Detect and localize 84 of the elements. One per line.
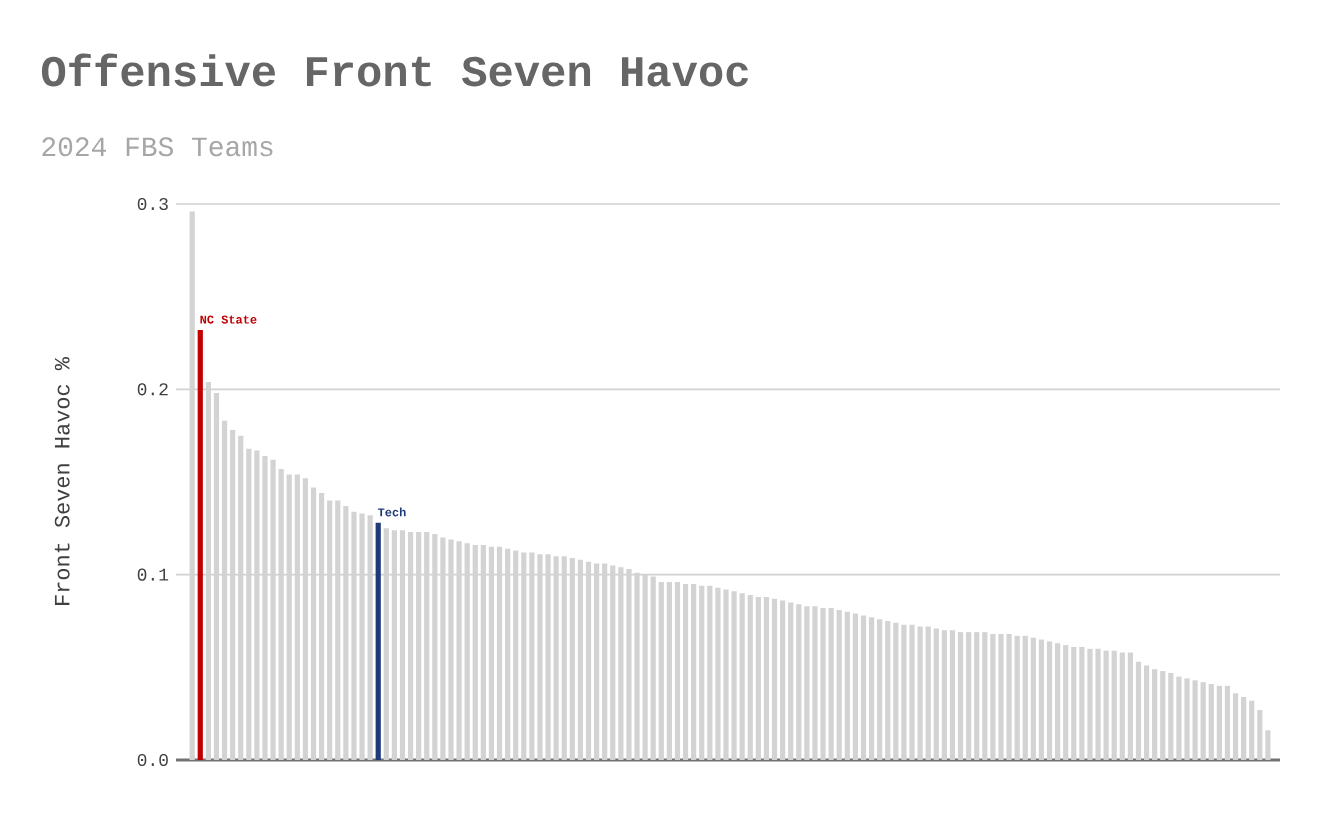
y-tick-label: 0.2 [137,383,168,396]
bar [1022,635,1028,760]
bar [755,596,761,760]
bar [974,632,980,760]
y-axis-title: Front Seven Havoc % [54,357,70,605]
bar [804,606,810,760]
bar [933,628,939,760]
bar [780,600,786,760]
bar [763,596,770,760]
bar [674,582,681,760]
bar [1249,700,1255,760]
bar [682,583,689,760]
bar [1014,635,1020,760]
bar [1208,684,1214,760]
bar [949,630,956,760]
bar [1184,678,1190,760]
bar [812,606,818,760]
bar [877,619,883,760]
bar [375,522,381,760]
bar [893,622,899,760]
bar [1152,669,1158,760]
bar [1127,652,1133,760]
bar [917,626,923,760]
bar [788,602,794,760]
bar [1063,645,1069,760]
y-tick-label: 0.1 [137,568,169,581]
y-tick-label: 0.3 [137,197,168,211]
bar [1087,648,1093,760]
bar [941,630,947,760]
bar [1232,693,1239,760]
bar [1224,685,1231,760]
bar [1071,646,1077,760]
bar [990,633,996,760]
bar [1168,672,1174,760]
bar [852,613,858,760]
bar [1038,639,1045,760]
bar [1119,652,1125,760]
y-tick-label: 0.0 [137,753,168,767]
chart-subtitle: 2024 FBS Teams [42,137,273,157]
bar [707,585,713,760]
bar [1135,661,1142,760]
bar [1176,676,1182,760]
bar [957,632,964,760]
bar [998,633,1004,760]
bar [925,626,931,760]
bar [1030,637,1036,760]
bar [901,624,907,760]
bar [1055,643,1061,760]
bar [966,632,972,760]
bar [666,582,672,760]
bar [691,583,697,760]
bar [1200,682,1206,760]
bar [1216,685,1222,760]
bar [796,604,802,760]
bar [658,582,664,760]
bar [1079,646,1085,760]
bar [699,585,705,760]
bar [885,621,891,760]
bar [715,587,721,760]
bar [1160,671,1166,760]
bar [747,595,753,760]
bar [868,617,875,760]
chart-title: Offensive Front Seven Havoc [41,53,748,87]
bar [909,624,915,760]
bar [731,591,737,760]
bar [1111,650,1117,760]
bar [197,330,203,760]
bar [844,611,850,760]
bar [1095,648,1101,760]
bar [723,589,729,760]
bar [739,593,745,760]
bar [1192,680,1198,760]
bar [982,632,988,760]
bar [820,608,826,760]
bar [1143,665,1150,760]
bar [1257,709,1263,760]
bar [1046,641,1053,760]
bar [828,608,834,760]
bar [1006,633,1012,760]
bar [771,598,778,760]
bar [836,609,842,760]
bar [1103,650,1109,760]
bar [860,615,867,760]
bar [1241,696,1247,760]
